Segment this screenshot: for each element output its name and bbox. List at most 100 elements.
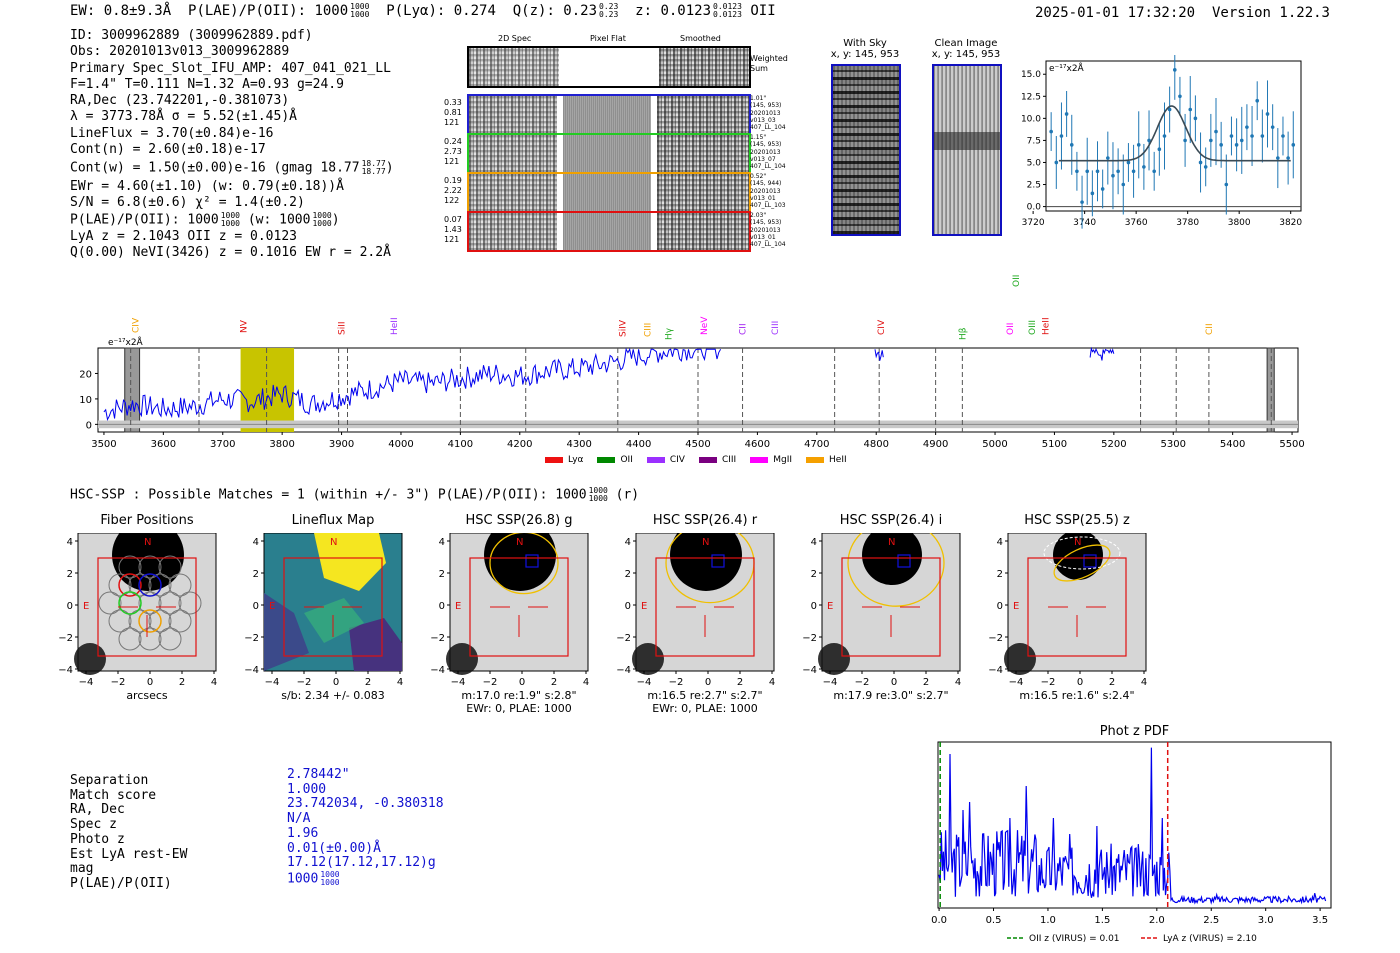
hsc-ytick-label: 0 <box>67 601 73 612</box>
spec2d-separator <box>560 96 563 133</box>
hsc-aperture-ellipse <box>847 533 945 607</box>
spec2d-meta-line: v013_01 <box>750 194 776 202</box>
legend-entry: Lyα <box>545 455 583 465</box>
zoom-point <box>1178 94 1182 99</box>
header-z-frac: 0.0123 0.0123 <box>713 2 742 19</box>
hsc-ytick-label: −4 <box>988 665 1003 676</box>
zoom-point <box>1291 143 1296 147</box>
spec2d-row-smoothed <box>657 174 749 211</box>
spectrum-xtick-label: 3800 <box>269 439 294 450</box>
zoom-xtick-label: 3820 <box>1279 218 1302 228</box>
north-label: N <box>888 537 895 548</box>
spectrum-xtick-label: 4900 <box>923 439 948 450</box>
spec2d-meta-line: 20201013 <box>750 226 781 234</box>
hsc-aperture-ellipse <box>1053 544 1111 582</box>
hsc-panel-caption: s/b: 2.34 +/- 0.083 <box>281 689 385 702</box>
legend-entry: OII <box>597 455 633 465</box>
fiber-circle <box>108 609 132 633</box>
spec2d-meta-line: 1.15" <box>750 134 767 141</box>
spectrum-line-label: OIII <box>1028 320 1038 335</box>
clean-image <box>932 64 1002 236</box>
hsc-panel-caption-2: EWr: 0, PLAE: 1000 <box>466 702 572 715</box>
spectrum-highlight-band <box>240 348 295 432</box>
zoom-point <box>1260 134 1265 138</box>
info-line: RA,Dec (23.742201,-0.381073) <box>70 93 290 109</box>
match-value: 0.01(±0.00)Å <box>287 840 381 856</box>
spectrum-xtick-label: 5500 <box>1279 439 1304 450</box>
zoom-ytick-label: 5.0 <box>1027 158 1042 168</box>
legend-swatch <box>806 457 825 463</box>
match-label: Match score <box>70 787 157 803</box>
fiber-circle <box>108 573 132 597</box>
spec2d-row-stats: 0.24 2.73 121 <box>444 137 462 167</box>
zoom-point <box>1106 156 1110 160</box>
hsc-ytick-label: 2 <box>997 569 1003 580</box>
hsc-xtick-label: −4 <box>265 677 280 688</box>
fiber-circle <box>128 573 152 597</box>
east-label: E <box>641 601 647 612</box>
hsc-xtick-label: −4 <box>1009 677 1024 688</box>
weighted-smoothed <box>659 48 749 86</box>
hsc-match-box <box>525 554 539 568</box>
east-label: E <box>455 601 461 612</box>
zoom-point <box>1054 160 1059 165</box>
weighted-sum-label: Weighted Sum <box>750 54 788 73</box>
spectrum-xtick-label: 5200 <box>1101 439 1126 450</box>
spec2d-row-flat <box>563 174 651 211</box>
spectrum-ytick-label: 20 <box>79 369 92 380</box>
match-label: Spec z <box>70 817 117 833</box>
zoom-xtick-label: 3740 <box>1073 218 1096 228</box>
hsc-panel-image: N E 4 2 0 −2 −4 −4 −2 0 2 4 <box>616 533 775 688</box>
hsc-ytick-label: −2 <box>988 633 1003 644</box>
zoom-point <box>1126 160 1131 165</box>
info-plae: P(LAE)/P(OII): 1000 1000 1000 (w: 1000 1000… <box>70 210 340 228</box>
hsc-xtick-label: −4 <box>823 677 838 688</box>
pdf-legend-oii: OII z (VIRUS) = 0.01 <box>1029 934 1120 944</box>
spec2d-row-meta: 0.52" (145, 944) 20201013 v013_01 407_LL_103 <box>750 173 786 209</box>
spectrum-line-label-text: OIII <box>1028 320 1038 335</box>
hsc-search-box <box>655 557 755 657</box>
spectrum-mask <box>1266 347 1275 433</box>
info-ewr: EWr = 4.60(±1.10) (w: 0.79(±0.18))Å <box>70 179 344 195</box>
spec2d-stat: 1.43 <box>444 225 462 234</box>
zoom-xtick-label: 3760 <box>1125 218 1148 228</box>
zoom-point <box>1276 156 1280 160</box>
north-label: N <box>144 537 151 548</box>
legend-label: Lyα <box>568 455 584 465</box>
header-line: EW: 0.8±9.3Å P(LAE)/P(OII): 1000 1000 1000… <box>70 2 776 20</box>
detection-info: ID: 3009962889 (3009962889.pdf) Obs: 202… <box>70 28 394 261</box>
fiber-circle <box>148 609 172 633</box>
spec2d-meta-line: v013_07 <box>750 155 776 163</box>
zoom-point <box>1245 125 1249 129</box>
fiber-circle <box>118 627 142 651</box>
legend-label: CIII <box>721 455 737 465</box>
spectrum-line-label: CIV <box>877 319 887 335</box>
hsc-xtick-label: 0 <box>519 677 525 688</box>
spectrum-line-label: CIII <box>644 323 654 337</box>
east-label: E <box>827 601 833 612</box>
spec2d-row-flat <box>563 135 651 172</box>
hsc-ytick-label: −2 <box>244 633 259 644</box>
hsc-panel-caption: arcsecs <box>126 689 168 702</box>
legend-swatch <box>545 457 563 463</box>
spectrum-xtick-label: 4600 <box>745 439 770 450</box>
hsc-xtick-label: 2 <box>179 677 185 688</box>
spectrum-xtick-label: 3900 <box>329 439 354 450</box>
spec2d-row-meta: 1.01" (145, 953) 20201013 v013_03 407_LL_104 <box>750 95 786 131</box>
spec2d-stat: 2.73 <box>444 147 462 156</box>
zoom-point <box>1100 187 1105 191</box>
spec2d-row-meta: 2.03" (145, 953) 20201013 v013_01 407_LL_104 <box>750 212 786 248</box>
zoom-point <box>1193 116 1198 121</box>
match-value: 23.742034, -0.380318 <box>287 796 444 812</box>
hsc-xtick-label: 2 <box>923 677 929 688</box>
info-line: Obs: 20201013v013_3009962889 <box>70 44 290 60</box>
fiber-circle <box>98 591 122 615</box>
hsc-panel-image: N E 4 2 0 −2 −4 −4 −2 0 2 4 <box>244 533 403 688</box>
match-value-plae: 1000 1000 1000 <box>287 869 340 887</box>
weighted-sum-box <box>467 46 751 88</box>
header-qz-frac: 0.23 0.23 <box>599 2 619 19</box>
fiber-highlight <box>138 573 162 597</box>
spec2d-meta-line: 20201013 <box>750 187 781 195</box>
spec2d-meta-line: 2.03" <box>750 212 767 219</box>
hsc-xtick-label: −4 <box>451 677 466 688</box>
